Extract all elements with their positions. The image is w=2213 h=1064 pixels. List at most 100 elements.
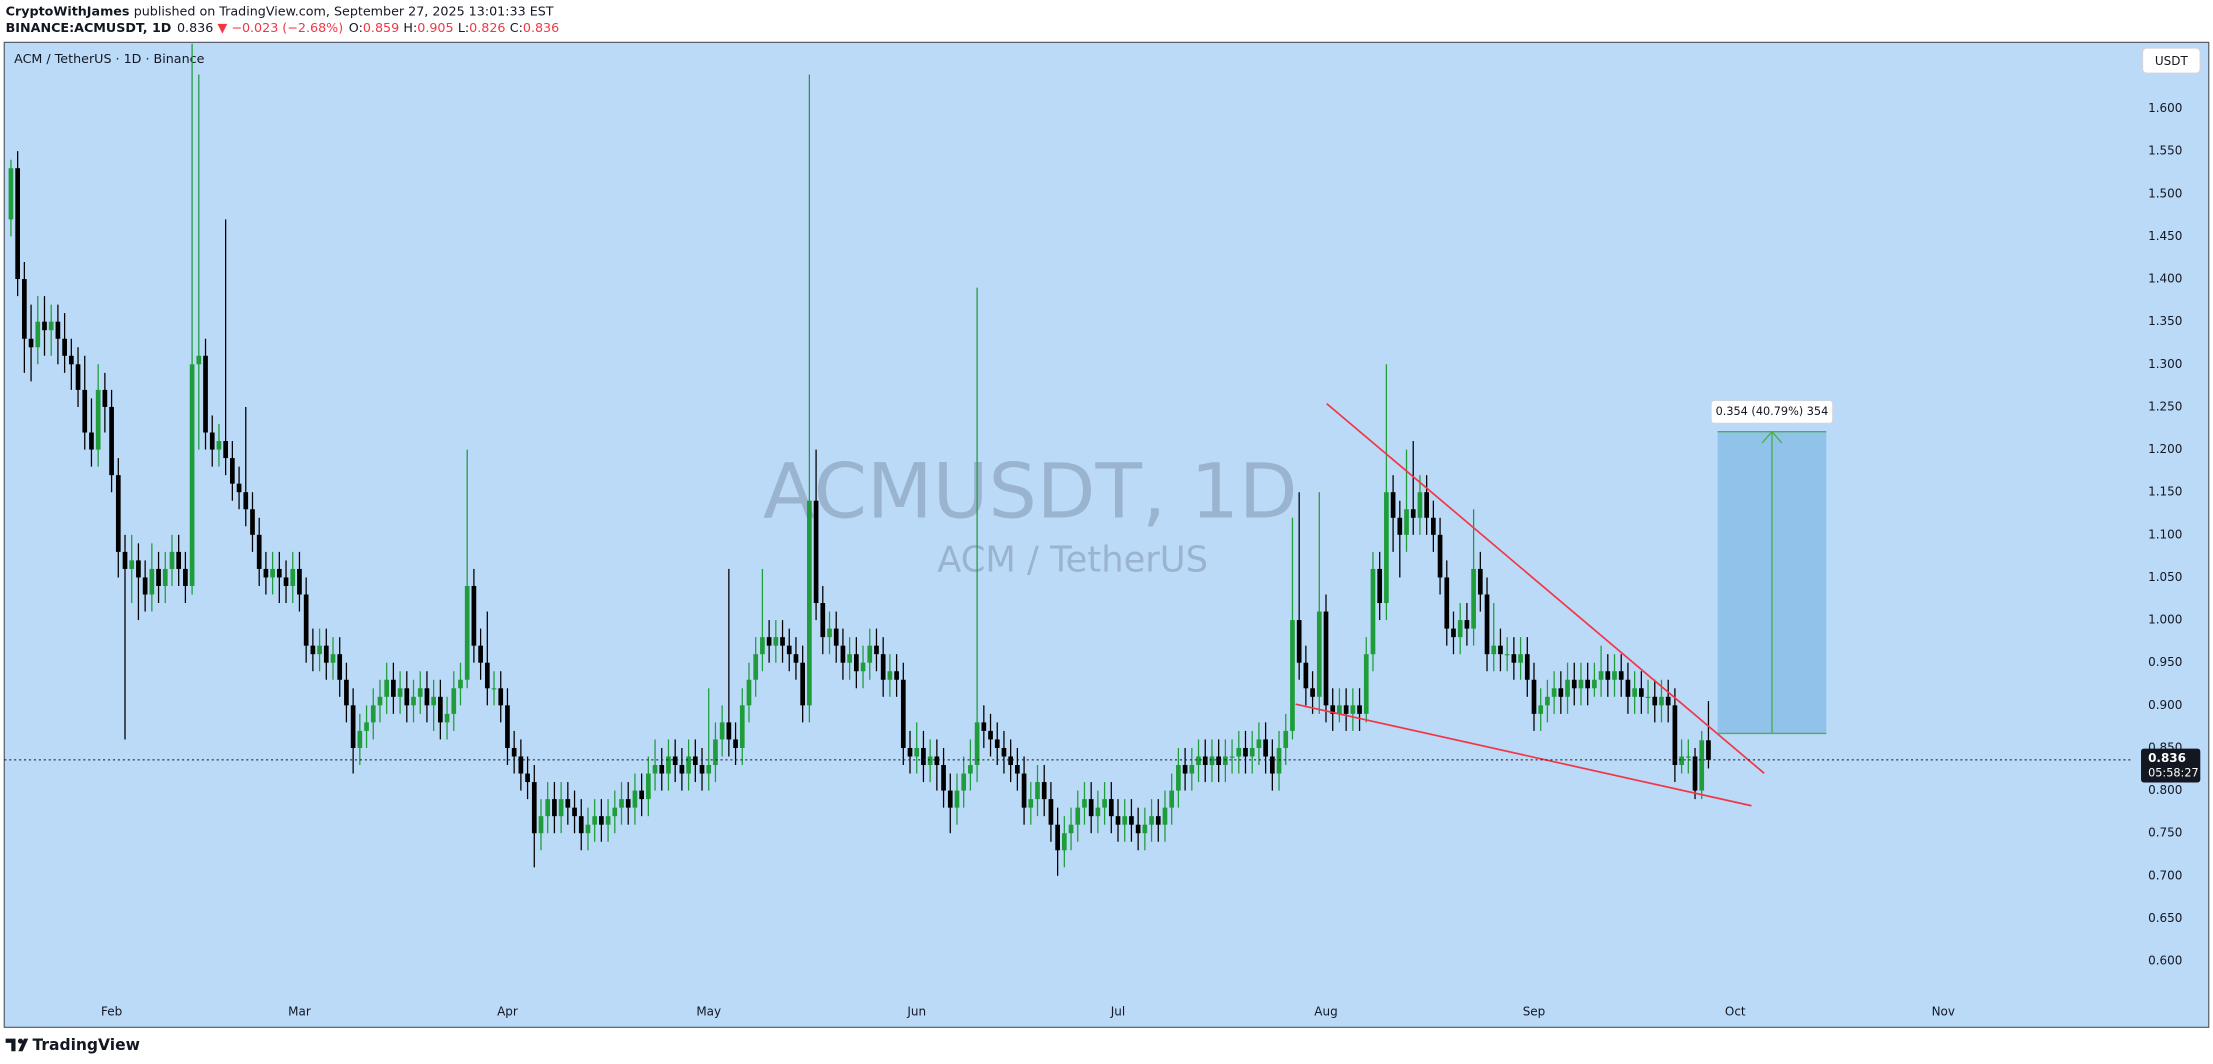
candle-body	[1444, 577, 1450, 629]
x-tick-label: Apr	[497, 1004, 518, 1018]
candle-body	[847, 654, 852, 663]
candle-body	[8, 168, 14, 220]
candle-body	[1149, 816, 1154, 825]
candle-body	[162, 568, 168, 586]
candle-body	[1061, 833, 1067, 851]
candle-body	[666, 756, 671, 774]
candle-body	[1115, 816, 1121, 825]
candle-body	[713, 739, 718, 766]
candle-body	[1216, 756, 1221, 766]
candle-body	[377, 696, 383, 706]
candle-body	[1437, 534, 1443, 578]
candle-body	[364, 722, 369, 731]
candle-body	[438, 696, 443, 723]
candle-body	[62, 338, 67, 356]
candle-body	[1685, 756, 1691, 758]
candle-body	[1639, 688, 1644, 697]
candle-body	[1585, 679, 1591, 689]
candle-body	[203, 355, 208, 433]
candle-body	[102, 389, 108, 407]
published: published on TradingView.com, September …	[134, 3, 554, 18]
candle-body	[578, 816, 584, 834]
candle-body	[639, 790, 644, 800]
y-tick-label: 0.800	[2148, 783, 2182, 797]
candle-body	[1182, 765, 1188, 774]
candle-body	[1699, 740, 1705, 791]
ohlc-value: 0.826	[469, 20, 505, 35]
candle-body	[1417, 492, 1423, 518]
candle-body	[874, 645, 879, 655]
candle-body	[68, 355, 74, 365]
candle-body	[183, 568, 188, 586]
candle-body	[619, 799, 624, 808]
candle-body	[766, 637, 772, 646]
candle-body	[1048, 799, 1054, 825]
candle-body	[726, 722, 732, 740]
candle-body	[860, 662, 866, 672]
candle-body	[1491, 645, 1497, 655]
x-tick-label: Nov	[1932, 1004, 1955, 1018]
candle-body	[746, 679, 752, 706]
candle-body	[1598, 671, 1604, 680]
candle-body	[370, 705, 376, 723]
candle-body	[1303, 662, 1309, 689]
measure-label: 0.354 (40.79%) 354	[1716, 405, 1829, 418]
candle-body	[109, 406, 114, 476]
candle-body	[1088, 799, 1094, 817]
brand: TradingView	[32, 1036, 140, 1054]
candle-body	[1108, 799, 1114, 817]
candle-body	[853, 654, 859, 672]
candle-body	[297, 568, 302, 595]
candle-body	[753, 654, 759, 680]
candle-body	[1095, 807, 1101, 817]
candle-body	[686, 756, 691, 774]
symbol: BINANCE:ACMUSDT, 1D	[6, 20, 172, 35]
y-tick-label: 1.000	[2148, 613, 2182, 627]
y-tick-label: 1.150	[2148, 485, 2182, 499]
candle-body	[1028, 799, 1034, 808]
candle-body	[411, 696, 416, 706]
candle-body	[1155, 816, 1161, 825]
candle-body	[1665, 696, 1671, 706]
candle-body	[136, 560, 141, 578]
candle-body	[82, 389, 88, 433]
y-tick-label: 1.550	[2148, 144, 2182, 158]
candle-body	[531, 782, 537, 834]
price-label-box	[2141, 748, 2201, 783]
candle-body	[880, 654, 886, 680]
candle-body	[894, 671, 899, 680]
candle-body	[565, 799, 571, 808]
candle-body	[42, 321, 47, 331]
candle-body	[176, 551, 182, 569]
y-tick-label: 1.500	[2148, 186, 2182, 200]
candle-body	[1390, 492, 1396, 518]
watermark-sub: ACM / TetherUS	[937, 540, 1208, 581]
ohlc-value: 0.836	[523, 20, 559, 35]
candle-body	[786, 645, 792, 655]
candle-body	[760, 637, 765, 655]
candle-body	[1176, 765, 1181, 791]
footer: TradingView	[5, 1036, 140, 1054]
candle-body	[807, 500, 812, 706]
candle-body	[404, 688, 410, 706]
candle-body	[1296, 620, 1302, 663]
candle-body	[1129, 816, 1134, 825]
currency[interactable]: USDT	[2155, 54, 2189, 68]
price-label: 0.836	[2148, 751, 2186, 765]
candle-body	[1518, 654, 1523, 663]
candle-body	[1565, 679, 1570, 697]
currency-button[interactable]	[2141, 47, 2202, 75]
y-tick-label: 1.350	[2148, 314, 2182, 328]
plot: 0.354 (40.79%) 354	[4, 43, 2132, 876]
candle-body	[424, 688, 430, 706]
candle-body	[827, 628, 832, 638]
candle-body	[1350, 705, 1356, 714]
candle-body	[323, 645, 329, 663]
candle-body	[236, 483, 242, 493]
candle-body	[1424, 492, 1429, 518]
candle-body	[142, 577, 148, 595]
candle-body	[961, 773, 967, 791]
symbol-line: BINANCE:ACMUSDT, 1D 0.836 ▼ −0.023 (−2.68%…	[6, 20, 560, 35]
candle-body	[1363, 654, 1369, 714]
candle-body	[625, 799, 631, 808]
